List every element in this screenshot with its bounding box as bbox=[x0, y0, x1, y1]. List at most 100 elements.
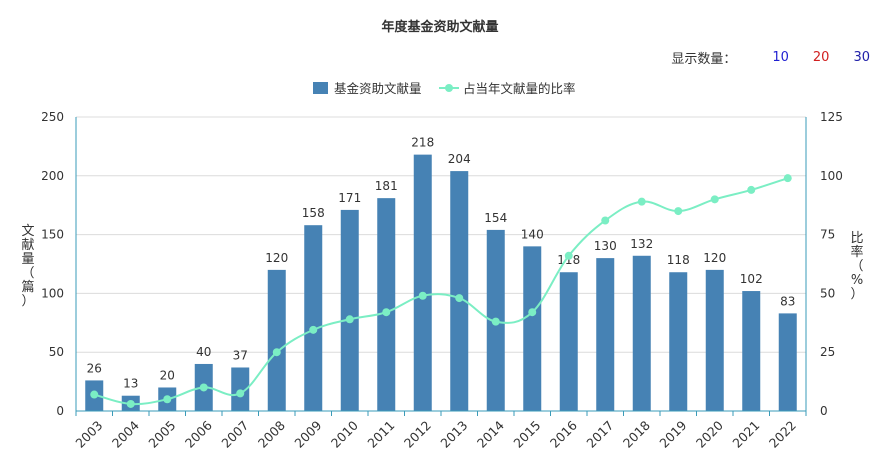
bar-value-label: 154 bbox=[484, 211, 507, 225]
ratio-point[interactable] bbox=[90, 390, 99, 399]
y-axis-label-left: 文献量（篇） bbox=[21, 224, 34, 309]
ratio-point[interactable] bbox=[345, 315, 354, 324]
y-tick-label-left: 250 bbox=[41, 110, 64, 124]
ratio-point[interactable] bbox=[309, 325, 318, 334]
ratio-point[interactable] bbox=[564, 251, 573, 260]
grid-lines bbox=[76, 116, 806, 353]
y-axis-label-right: 比率（%） bbox=[850, 231, 863, 302]
bar-value-label: 26 bbox=[87, 361, 102, 375]
x-tick-label: 2013 bbox=[437, 418, 470, 451]
legend-label-line: 占当年文献量的比率 bbox=[463, 81, 576, 96]
ratio-point[interactable] bbox=[637, 197, 646, 206]
bar-value-label: 120 bbox=[265, 251, 288, 265]
x-tick-label: 2022 bbox=[766, 418, 799, 451]
bar[interactable] bbox=[742, 291, 761, 411]
bar[interactable] bbox=[523, 246, 542, 411]
bar-value-label: 102 bbox=[740, 272, 763, 286]
y-tick-label-left: 100 bbox=[41, 286, 64, 300]
bar[interactable] bbox=[669, 272, 688, 411]
x-tick-label: 2007 bbox=[218, 418, 251, 451]
x-tick-label: 2009 bbox=[291, 418, 324, 451]
bar[interactable] bbox=[778, 313, 797, 411]
ratio-point[interactable] bbox=[783, 174, 792, 183]
x-tick-label: 2017 bbox=[583, 418, 616, 451]
legend-swatch-bars bbox=[313, 82, 328, 94]
bar[interactable] bbox=[267, 269, 286, 411]
chart-title: 年度基金资助文献量 bbox=[381, 19, 498, 35]
x-tick-label: 2006 bbox=[182, 418, 215, 451]
y-tick-label-right: 75 bbox=[820, 228, 835, 242]
bar[interactable] bbox=[632, 255, 651, 411]
bar[interactable] bbox=[231, 367, 250, 411]
x-tick-label: 2012 bbox=[401, 418, 434, 451]
display-count-option-30[interactable]: 30 bbox=[853, 50, 870, 65]
bar-value-label: 40 bbox=[196, 345, 211, 359]
ratio-line-series bbox=[90, 174, 792, 408]
bar-value-label: 130 bbox=[594, 239, 617, 253]
y-tick-label-right: 100 bbox=[820, 169, 843, 183]
legend: 基金资助文献量 占当年文献量的比率 bbox=[313, 81, 576, 96]
bar-value-label: 118 bbox=[667, 253, 690, 267]
ratio-point[interactable] bbox=[199, 383, 208, 392]
bar-value-label: 20 bbox=[160, 368, 175, 382]
display-count-option-10[interactable]: 10 bbox=[772, 50, 789, 65]
x-tick-label: 2008 bbox=[255, 418, 288, 451]
ratio-point[interactable] bbox=[601, 216, 610, 225]
ratio-point[interactable] bbox=[382, 308, 391, 317]
bar[interactable] bbox=[705, 269, 724, 411]
bar[interactable] bbox=[559, 272, 578, 411]
x-tick-label: 2019 bbox=[656, 418, 689, 451]
display-count-option-20[interactable]: 20 bbox=[812, 50, 830, 65]
legend-swatch-point bbox=[445, 84, 453, 92]
bar-value-label: 158 bbox=[302, 206, 325, 220]
y-tick-label-right: 50 bbox=[820, 286, 835, 300]
bar-value-label: 37 bbox=[233, 348, 248, 362]
ratio-point[interactable] bbox=[674, 207, 683, 216]
display-count-control: 显示数量： 10 20 30 bbox=[671, 48, 870, 67]
ratio-line bbox=[93, 177, 789, 406]
ratio-point[interactable] bbox=[455, 294, 464, 303]
x-tick-label: 2018 bbox=[620, 418, 653, 451]
x-tick-label: 2016 bbox=[547, 418, 580, 451]
x-tick-label: 2021 bbox=[729, 418, 762, 451]
y-tick-label-right: 25 bbox=[820, 345, 835, 359]
legend-label-bars: 基金资助文献量 bbox=[334, 81, 422, 96]
ratio-point[interactable] bbox=[272, 348, 281, 357]
legend-item-bars[interactable]: 基金资助文献量 bbox=[313, 81, 422, 96]
bar-value-label: 83 bbox=[780, 294, 795, 308]
bar[interactable] bbox=[413, 154, 432, 411]
legend-item-line[interactable]: 占当年文献量的比率 bbox=[439, 81, 576, 96]
x-tick-label: 2004 bbox=[109, 418, 142, 451]
x-tick-label: 2011 bbox=[364, 418, 397, 451]
bar[interactable] bbox=[596, 258, 615, 411]
x-tick-label: 2003 bbox=[72, 418, 105, 451]
bar-series bbox=[85, 154, 797, 411]
bar-value-label: 13 bbox=[123, 377, 138, 391]
ratio-point[interactable] bbox=[710, 195, 719, 204]
ratio-point[interactable] bbox=[528, 308, 537, 317]
y-tick-label-left: 150 bbox=[41, 228, 64, 242]
x-tick-label: 2020 bbox=[693, 418, 726, 451]
ratio-point[interactable] bbox=[126, 399, 135, 408]
y-tick-label-left: 200 bbox=[41, 169, 64, 183]
x-tick-label: 2010 bbox=[328, 418, 361, 451]
y-tick-label-left: 0 bbox=[56, 404, 64, 418]
bar-value-label: 218 bbox=[411, 136, 434, 150]
ratio-point[interactable] bbox=[163, 395, 172, 404]
ratio-point[interactable] bbox=[491, 317, 500, 326]
bar-value-label: 120 bbox=[703, 251, 726, 265]
bar[interactable] bbox=[377, 198, 396, 411]
bar[interactable] bbox=[340, 209, 359, 411]
ratio-point[interactable] bbox=[236, 389, 245, 398]
x-tick-label: 2014 bbox=[474, 418, 507, 451]
bar[interactable] bbox=[450, 171, 469, 411]
bar[interactable] bbox=[304, 225, 323, 411]
x-tick-label: 2005 bbox=[145, 418, 178, 451]
display-count-label: 显示数量： bbox=[671, 52, 737, 67]
ratio-point[interactable] bbox=[418, 291, 427, 300]
bar-value-label: 171 bbox=[338, 191, 361, 205]
bar-value-label: 140 bbox=[521, 227, 544, 241]
bar-value-label: 181 bbox=[375, 179, 398, 193]
ratio-point[interactable] bbox=[747, 185, 756, 194]
